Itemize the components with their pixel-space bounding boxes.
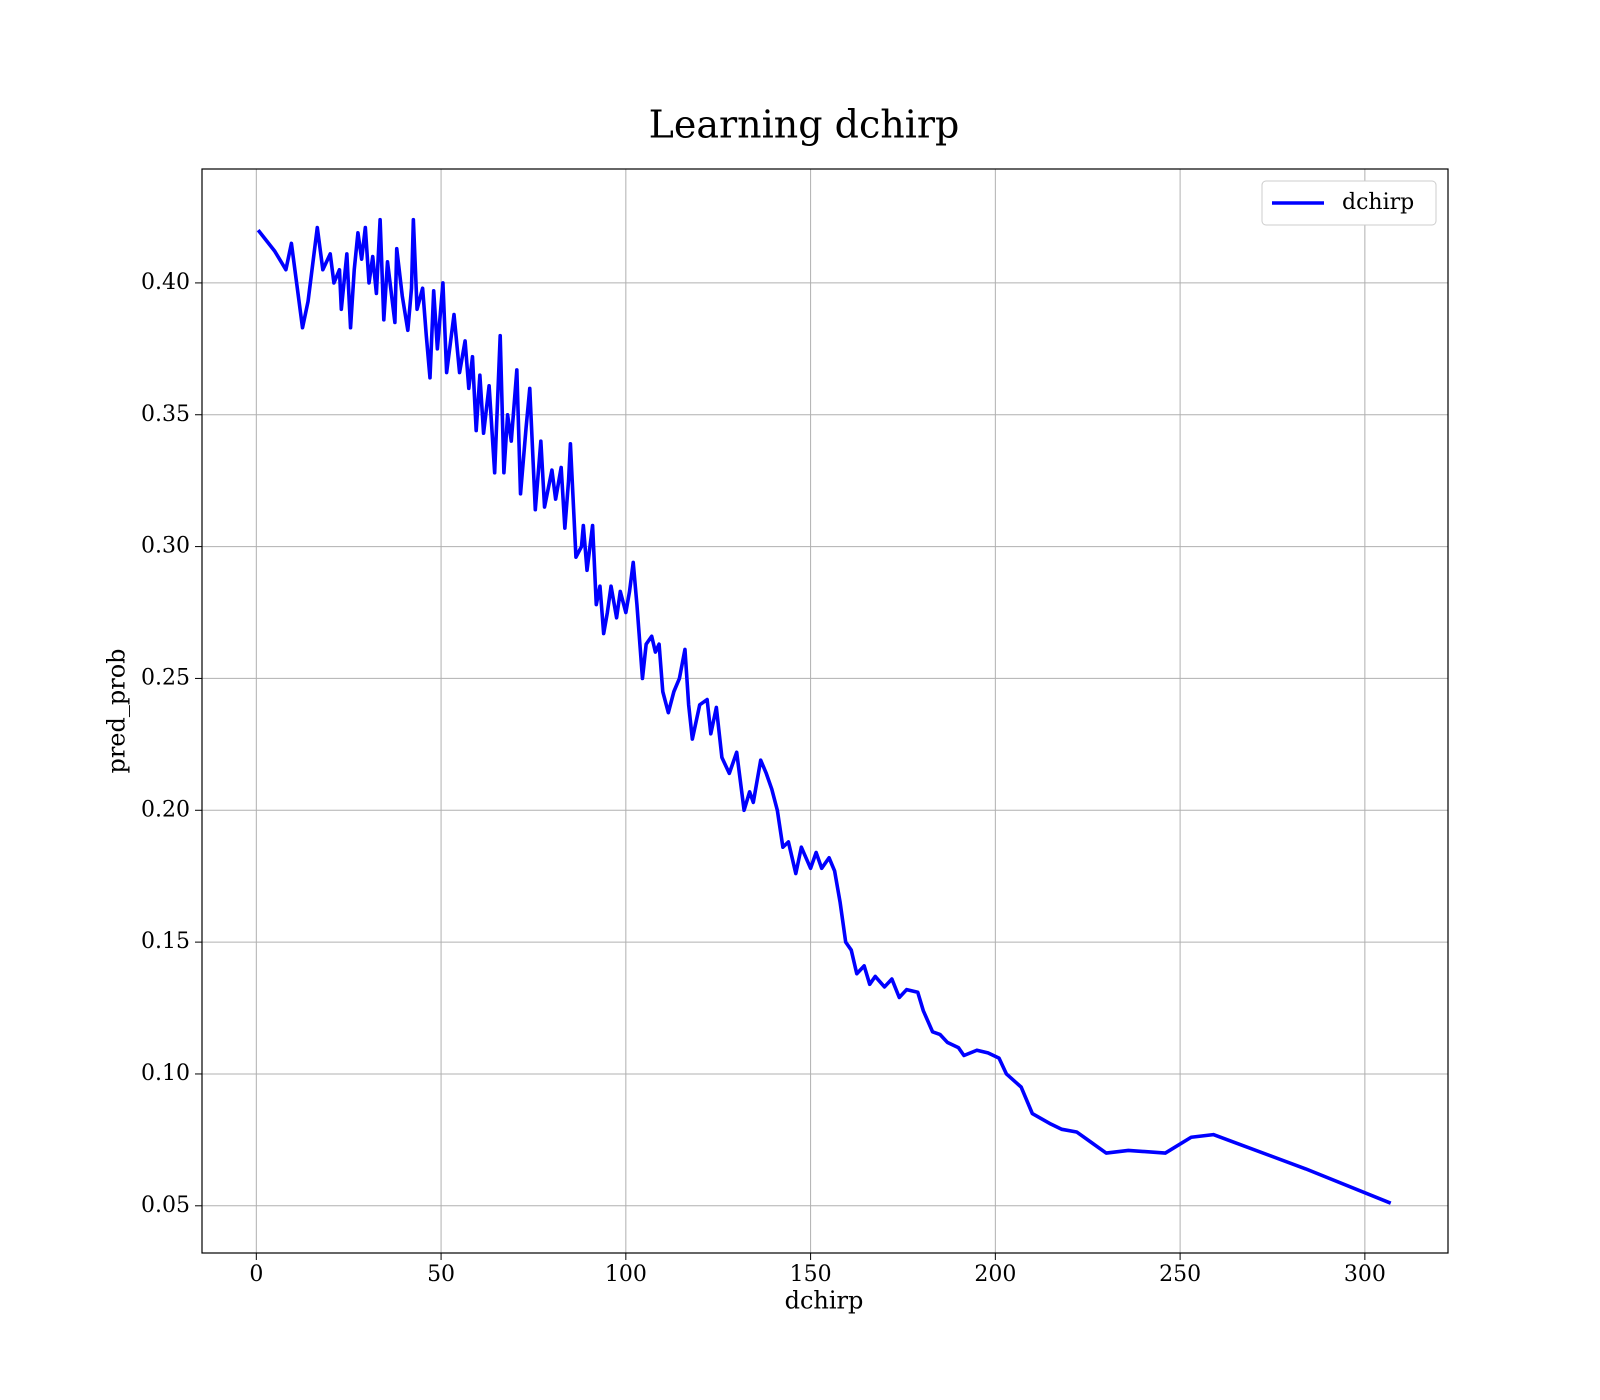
chart-title: Learning dchirp bbox=[649, 103, 960, 147]
plot-frame bbox=[201, 168, 1449, 1254]
y-tick-label: 0.25 bbox=[141, 665, 190, 690]
data-line bbox=[256, 217, 1392, 1205]
y-tick-label: 0.40 bbox=[141, 270, 190, 295]
legend-box bbox=[1261, 180, 1437, 226]
x-tick-label: 300 bbox=[1344, 1262, 1386, 1287]
y-axis-label: pred_prob bbox=[103, 648, 131, 773]
x-tick-label: 100 bbox=[605, 1262, 647, 1287]
legend-label: dchirp bbox=[1342, 190, 1414, 215]
x-axis-label: dchirp bbox=[785, 1287, 864, 1315]
y-tick-label: 0.30 bbox=[141, 534, 190, 559]
x-tick-label: 150 bbox=[790, 1262, 832, 1287]
y-tick-label: 0.35 bbox=[141, 402, 190, 427]
y-tick-label: 0.15 bbox=[141, 929, 190, 954]
x-tick-label: 0 bbox=[249, 1262, 263, 1287]
x-tick-label: 50 bbox=[427, 1262, 455, 1287]
x-tick-label: 250 bbox=[1159, 1262, 1201, 1287]
y-tick-label: 0.10 bbox=[141, 1061, 190, 1086]
y-tick-label: 0.20 bbox=[141, 797, 190, 822]
x-tick-label: 200 bbox=[974, 1262, 1016, 1287]
y-tick-label: 0.05 bbox=[141, 1193, 190, 1218]
